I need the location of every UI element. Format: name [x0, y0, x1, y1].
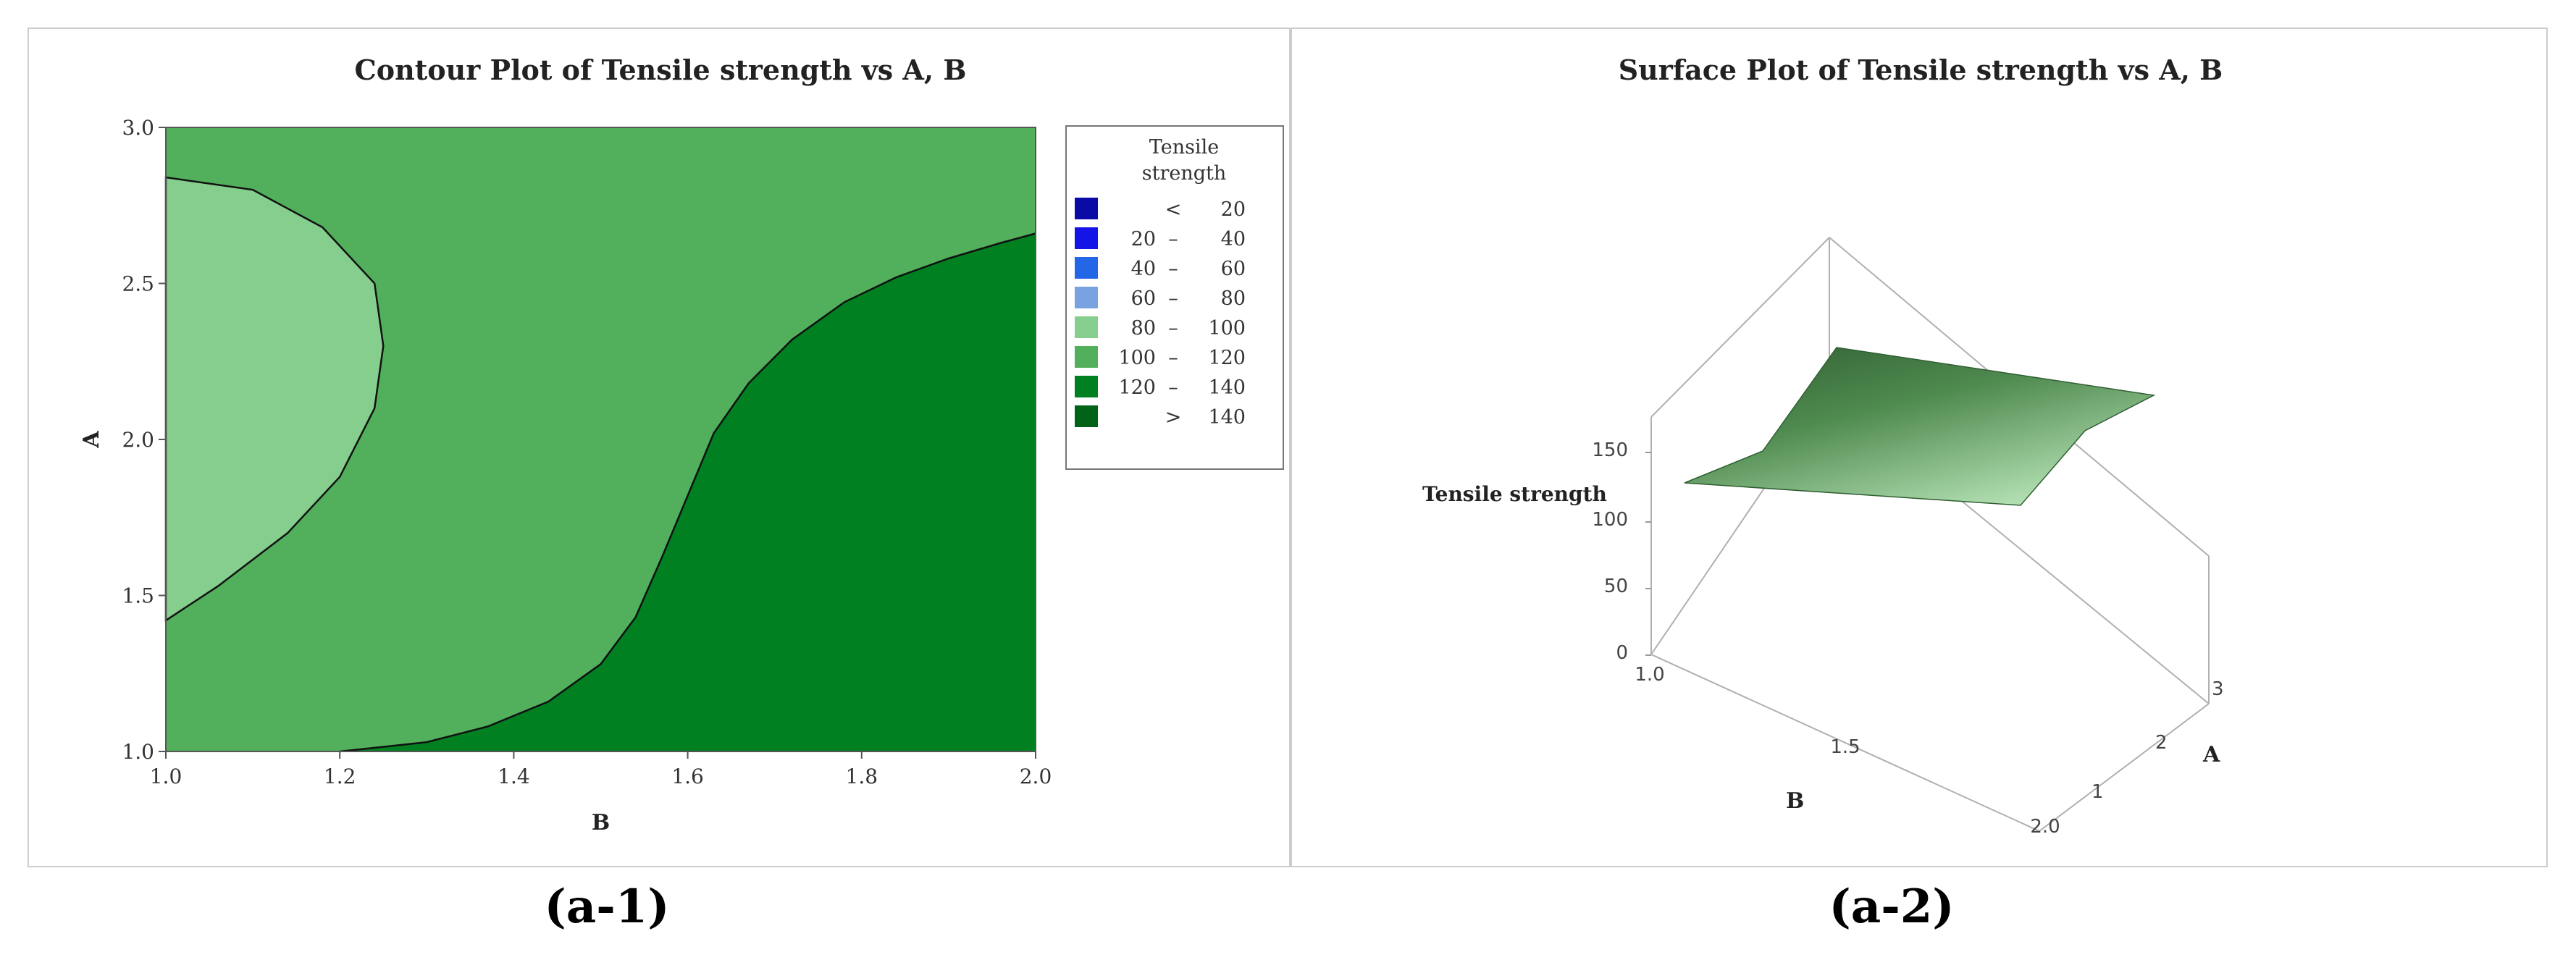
- x-tick-label: 1.6: [671, 764, 704, 788]
- legend-entry-high: 140: [1208, 406, 1246, 429]
- legend-entry-sep: >: [1165, 406, 1182, 429]
- legend-title: Tensile: [1149, 136, 1219, 159]
- contour-plot-panel: Contour Plot of Tensile strength vs A, B…: [28, 28, 1291, 867]
- contour-plot: Contour Plot of Tensile strength vs A, B…: [79, 54, 1284, 835]
- legend-entry-high: 40: [1221, 228, 1246, 250]
- surface-plot-panel: Surface Plot of Tensile strength vs A, B…: [1291, 28, 2548, 867]
- y-tick-label: 2.0: [122, 428, 154, 452]
- z-tick-label: 0: [1616, 642, 1628, 664]
- y-tick-label: 1.0: [122, 740, 154, 764]
- legend-swatch: [1075, 287, 1098, 308]
- y-tick-label: 3: [2212, 678, 2224, 700]
- y-tick-label: 2.5: [122, 272, 154, 296]
- x-tick-label: 1.5: [1830, 736, 1860, 758]
- box-edge: [2039, 703, 2210, 832]
- x-axis-label: B: [592, 810, 610, 835]
- x-tick-label: 1.4: [498, 764, 530, 788]
- surface-plot: Surface Plot of Tensile strength vs A, B…: [1422, 54, 2224, 838]
- z-tick-label: 100: [1592, 509, 1628, 531]
- y-tick-label: 3.0: [122, 116, 154, 140]
- legend-entry-high: 140: [1208, 376, 1246, 399]
- legend-entry-high: 20: [1221, 198, 1246, 221]
- z-axis-label: Tensile strength: [1422, 482, 1607, 506]
- tensile-surface: [1684, 347, 2156, 506]
- legend-title: strength: [1142, 162, 1227, 185]
- box-edge: [1650, 237, 1830, 418]
- legend-entry-sep: –: [1168, 347, 1178, 369]
- legend-swatch: [1075, 316, 1098, 338]
- y-tick-label: 1: [2092, 781, 2104, 803]
- legend-entry-low: 80: [1131, 317, 1156, 340]
- legend-entry-high: 100: [1208, 317, 1246, 340]
- legend-entry-sep: –: [1168, 228, 1178, 250]
- contour-region-120-140: [340, 233, 1036, 751]
- x-tick-label: 1.8: [846, 764, 878, 788]
- z-tick-label: 50: [1604, 576, 1628, 597]
- legend-entry-high: 60: [1221, 258, 1246, 280]
- chart-title: Surface Plot of Tensile strength vs A, B: [1619, 54, 2223, 86]
- x-tick-label: 1.2: [324, 764, 356, 788]
- box-edge: [1650, 654, 2040, 832]
- legend-entry-low: 20: [1131, 228, 1156, 250]
- y-axis-label: A: [79, 431, 104, 449]
- contour-region-80-100: [164, 176, 385, 623]
- legend-entry-sep: –: [1168, 376, 1178, 399]
- legend-swatch: [1075, 346, 1098, 368]
- legend-entry-high: 120: [1208, 347, 1246, 369]
- legend-swatch: [1075, 227, 1098, 249]
- y-axis-label: A: [2202, 742, 2220, 767]
- legend-entry-sep: –: [1168, 317, 1178, 340]
- x-tick-label: 1.0: [150, 764, 182, 788]
- legend-entry-low: 100: [1118, 347, 1156, 369]
- legend-entry-sep: –: [1168, 287, 1178, 310]
- z-tick-label: 150: [1592, 439, 1628, 461]
- legend-entry-low: 40: [1131, 258, 1156, 280]
- legend-box: [1065, 125, 1284, 470]
- legend-entry-low: 120: [1118, 376, 1156, 399]
- legend-entry-sep: –: [1168, 258, 1178, 280]
- legend-swatch: [1075, 198, 1098, 219]
- chart-title: Contour Plot of Tensile strength vs A, B: [355, 54, 967, 86]
- legend-entry-sep: <: [1165, 198, 1182, 221]
- legend-swatch: [1075, 257, 1098, 279]
- legend-swatch: [1075, 376, 1098, 397]
- x-tick-label: 2.0: [1020, 764, 1052, 788]
- caption-a2: (a-2): [1829, 880, 1955, 934]
- legend-entry-high: 80: [1221, 287, 1246, 310]
- y-tick-label: 2: [2155, 732, 2168, 754]
- x-axis-label: B: [1786, 788, 1804, 814]
- x-tick-label: 2.0: [2030, 816, 2060, 838]
- caption-a1: (a-1): [544, 880, 670, 934]
- contour-line-120: [340, 232, 1036, 753]
- y-tick-label: 1.5: [122, 584, 154, 608]
- legend-swatch: [1075, 405, 1098, 427]
- legend-entry-low: 60: [1131, 287, 1156, 310]
- x-tick-label: 1.0: [1635, 664, 1664, 686]
